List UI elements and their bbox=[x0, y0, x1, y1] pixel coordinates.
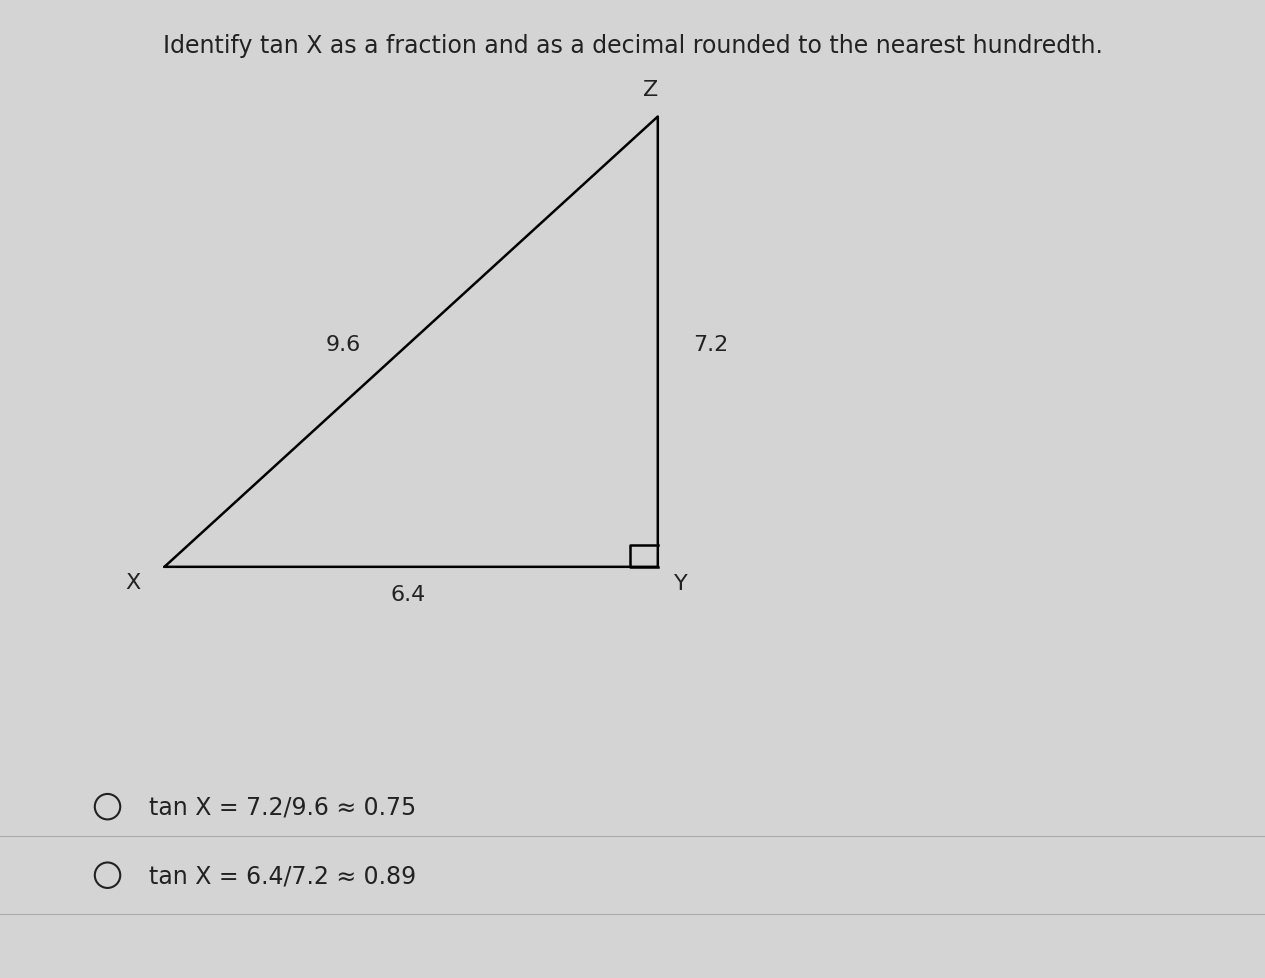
Text: Z: Z bbox=[643, 80, 658, 100]
Text: tan X = 6.4/7.2 ≈ 0.89: tan X = 6.4/7.2 ≈ 0.89 bbox=[149, 864, 416, 887]
Text: 9.6: 9.6 bbox=[325, 334, 361, 354]
Text: 7.2: 7.2 bbox=[693, 334, 729, 354]
Text: Y: Y bbox=[674, 574, 687, 594]
Text: X: X bbox=[125, 572, 140, 592]
Text: tan X = 7.2/9.6 ≈ 0.75: tan X = 7.2/9.6 ≈ 0.75 bbox=[149, 795, 416, 819]
Text: Identify tan X as a fraction and as a decimal rounded to the nearest hundredth.: Identify tan X as a fraction and as a de… bbox=[163, 34, 1102, 59]
Text: 6.4: 6.4 bbox=[391, 585, 426, 604]
